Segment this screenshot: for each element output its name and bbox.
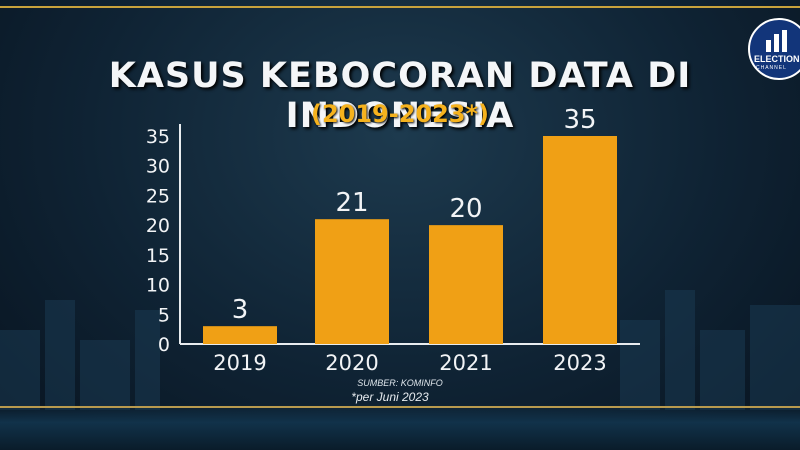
bar-2021 [429, 225, 503, 344]
y-tick-label: 10 [146, 275, 170, 297]
y-tick-label: 35 [146, 126, 170, 148]
city-skyline-background [0, 290, 800, 410]
bar-value-label: 20 [449, 194, 482, 224]
bar-2020 [315, 219, 389, 344]
logo-subtext: CHANNEL [756, 65, 787, 71]
footnote-text: *per Juni 2023 [351, 390, 429, 404]
source-text: SUMBER: KOMINFO [357, 378, 443, 388]
bottom-accent-line [0, 406, 800, 408]
y-tick-label: 15 [146, 245, 170, 267]
bar-2019 [203, 326, 277, 344]
x-category-label: 2020 [325, 351, 378, 375]
x-category-label: 2021 [439, 351, 492, 375]
y-tick-label: 30 [146, 156, 170, 178]
x-category-label: 2019 [213, 351, 266, 375]
bar-value-label: 3 [232, 295, 249, 325]
logo-bars-icon [766, 30, 787, 52]
chart-title: KASUS KEBOCORAN DATA DI INDONESIA [108, 56, 692, 136]
y-tick-label: 5 [158, 304, 170, 326]
y-tick-label: 25 [146, 185, 170, 207]
y-tick-label: 0 [158, 334, 170, 356]
election-channel-logo: ELECTION CHANNEL [748, 18, 800, 80]
chart-subtitle: (2019-2023*) [310, 100, 490, 128]
bar-value-label: 21 [335, 188, 368, 218]
bar-2023 [543, 136, 617, 344]
x-category-label: 2023 [553, 351, 606, 375]
logo-text: ELECTION [754, 54, 800, 64]
bar-value-label: 35 [563, 105, 596, 135]
bottom-glow [0, 404, 800, 450]
top-accent-line [0, 6, 800, 8]
y-tick-label: 20 [146, 215, 170, 237]
